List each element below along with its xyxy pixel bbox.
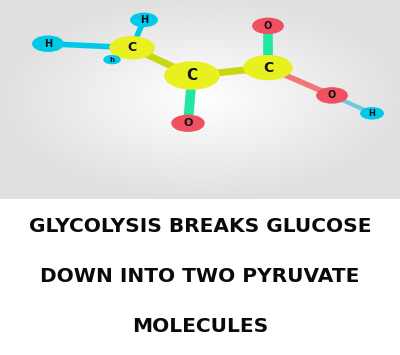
Text: DOWN INTO TWO PYRUVATE: DOWN INTO TWO PYRUVATE — [40, 267, 360, 286]
Text: MOLECULES: MOLECULES — [132, 317, 268, 337]
Text: O: O — [264, 21, 272, 31]
Text: H: H — [140, 15, 148, 25]
Text: O: O — [328, 91, 336, 100]
Text: C: C — [263, 61, 273, 75]
Circle shape — [110, 37, 154, 59]
Circle shape — [253, 18, 283, 33]
Text: GLYCOLYSIS BREAKS GLUCOSE: GLYCOLYSIS BREAKS GLUCOSE — [29, 217, 371, 236]
Circle shape — [361, 108, 383, 119]
Circle shape — [244, 56, 292, 80]
Text: h: h — [110, 57, 114, 62]
Circle shape — [172, 115, 204, 131]
Text: C: C — [186, 68, 198, 83]
Text: H: H — [368, 109, 376, 118]
Circle shape — [104, 56, 120, 64]
Text: C: C — [128, 41, 136, 54]
Circle shape — [165, 62, 219, 89]
Circle shape — [317, 88, 347, 103]
Text: O: O — [183, 118, 193, 128]
Circle shape — [33, 36, 63, 51]
Circle shape — [131, 13, 157, 26]
Text: H: H — [44, 39, 52, 49]
